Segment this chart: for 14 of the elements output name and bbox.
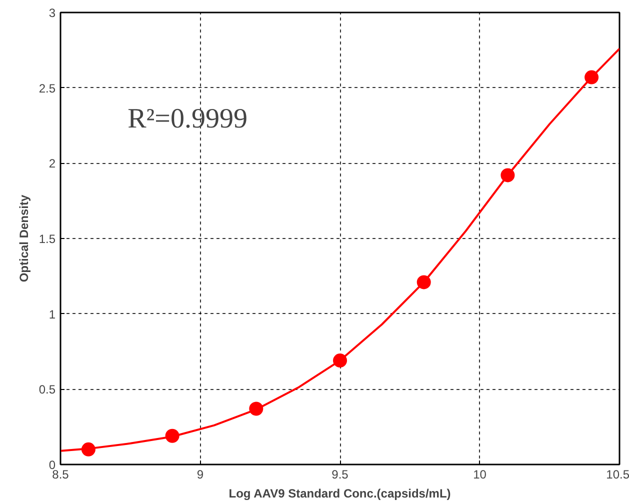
y-tick-label: 1	[48, 307, 56, 322]
y-tick-label: 2.5	[38, 81, 56, 96]
y-axis-title: Optical Density	[16, 194, 31, 282]
y-tick-label: 0.5	[38, 382, 56, 397]
x-tick-label: 9	[196, 468, 204, 482]
x-axis-title: Log AAV9 Standard Conc.(capsids/mL)	[228, 486, 451, 500]
x-tick-label: 10	[473, 468, 487, 482]
x-tick-label: 8.5	[52, 468, 70, 482]
y-tick-label: 3	[48, 6, 56, 20]
y-tick-label: 1.5	[38, 232, 56, 246]
annotation: R²=0.9999	[128, 104, 248, 135]
x-tick-label: 10.5	[606, 468, 629, 482]
y-tick-label: 2	[48, 156, 56, 171]
x-tick-label: 9.5	[332, 468, 349, 482]
